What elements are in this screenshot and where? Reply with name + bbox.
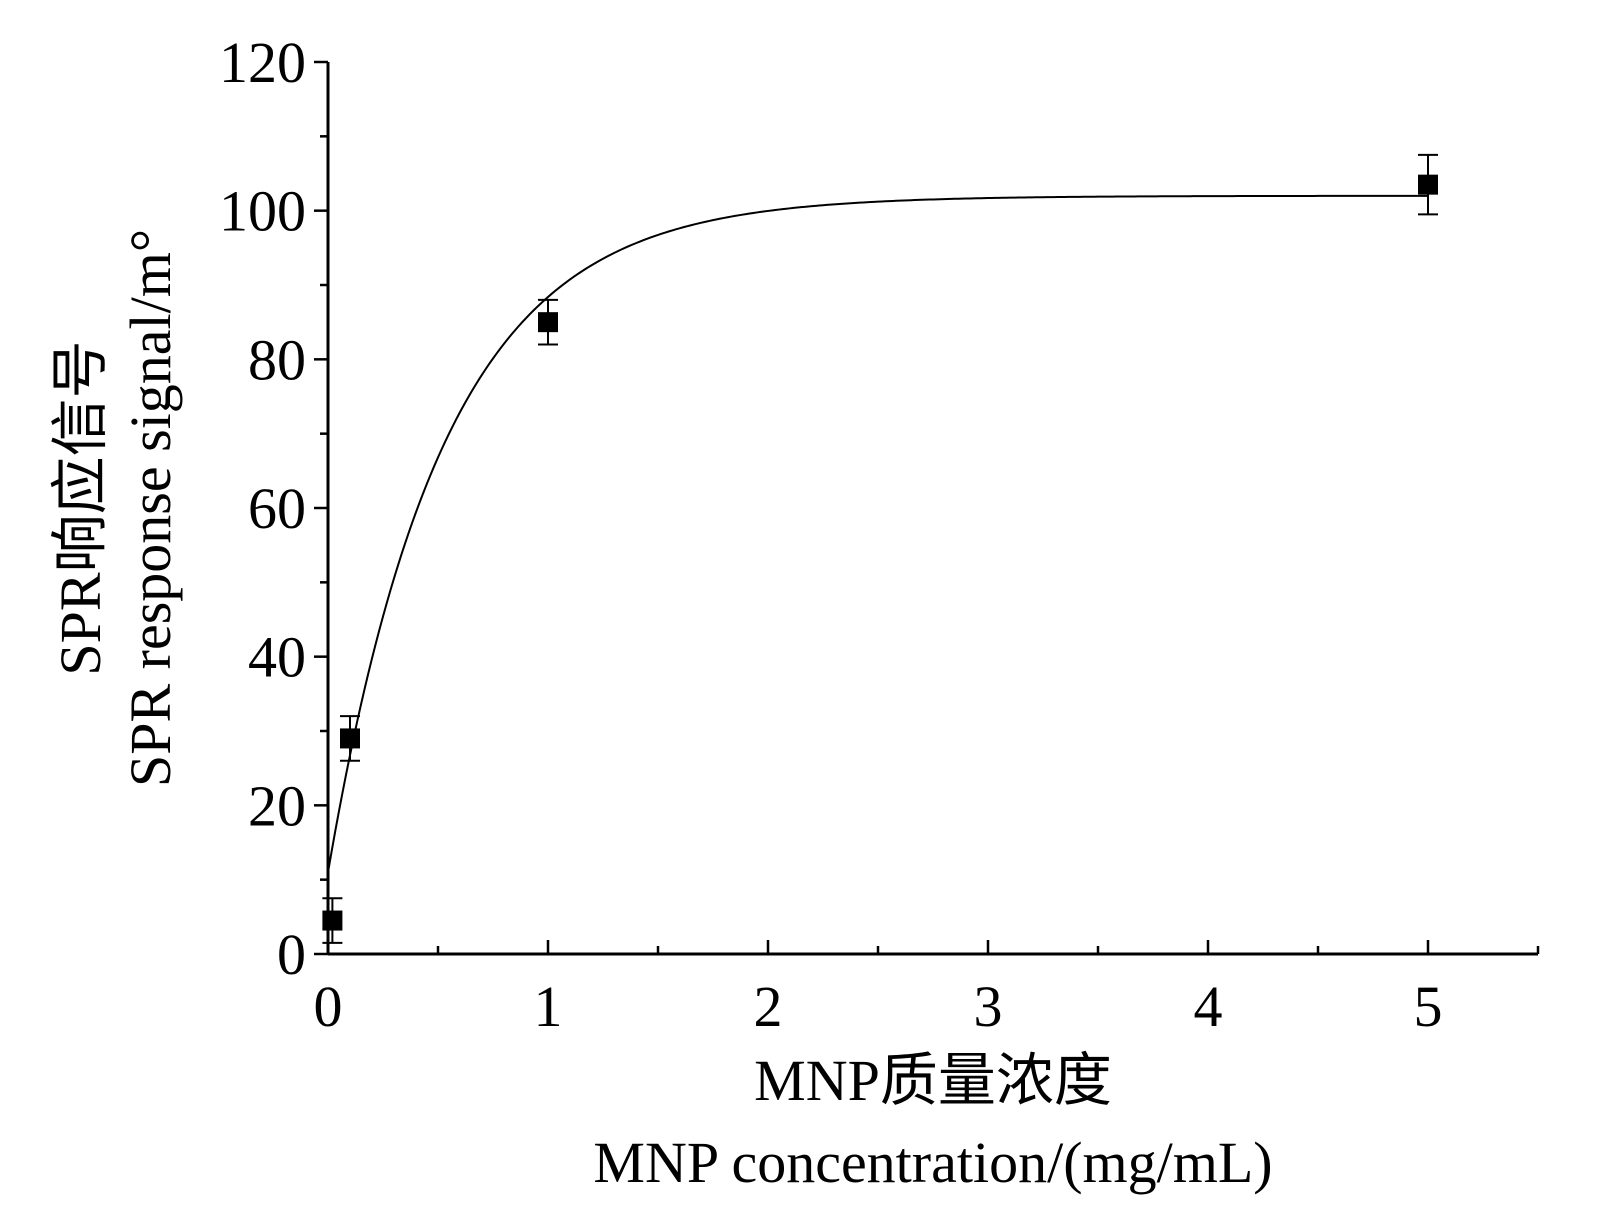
x-tick-label: 4 xyxy=(1194,974,1223,1039)
x-ticks: 0 1 2 3 4 5 xyxy=(314,940,1540,1039)
y-tick-label: 0 xyxy=(277,922,306,987)
data-point xyxy=(322,910,343,931)
axes: 0 1 2 3 4 5 0 20 40 60 80 100 120 xyxy=(219,30,1540,1039)
x-tick-label: 3 xyxy=(974,974,1003,1039)
fit-curve xyxy=(327,194,1428,873)
x-tick-label: 2 xyxy=(754,974,783,1039)
x-axis-title-line2: MNP concentration/(mg/mL) xyxy=(593,1130,1272,1195)
y-tick-label: 120 xyxy=(219,30,306,95)
y-axis-title-line1: SPR响应信号 xyxy=(48,340,113,675)
y-tick-label: 40 xyxy=(248,625,306,690)
data-point xyxy=(538,312,558,333)
x-axis-title-line1: MNP质量浓度 xyxy=(754,1048,1112,1113)
x-tick-label: 1 xyxy=(534,974,563,1039)
y-tick-label: 20 xyxy=(248,773,306,838)
y-tick-label: 100 xyxy=(219,179,306,244)
y-tick-label: 60 xyxy=(248,476,306,541)
y-tick-label: 80 xyxy=(248,327,306,392)
y-ticks: 0 20 40 60 80 100 120 xyxy=(219,30,328,987)
x-tick-label: 5 xyxy=(1414,974,1443,1039)
data-point xyxy=(1418,174,1438,195)
y-axis-title-line2: SPR response signal/m° xyxy=(118,229,183,787)
data-points xyxy=(322,153,1438,944)
data-point xyxy=(340,728,360,749)
x-tick-label: 0 xyxy=(314,974,343,1039)
